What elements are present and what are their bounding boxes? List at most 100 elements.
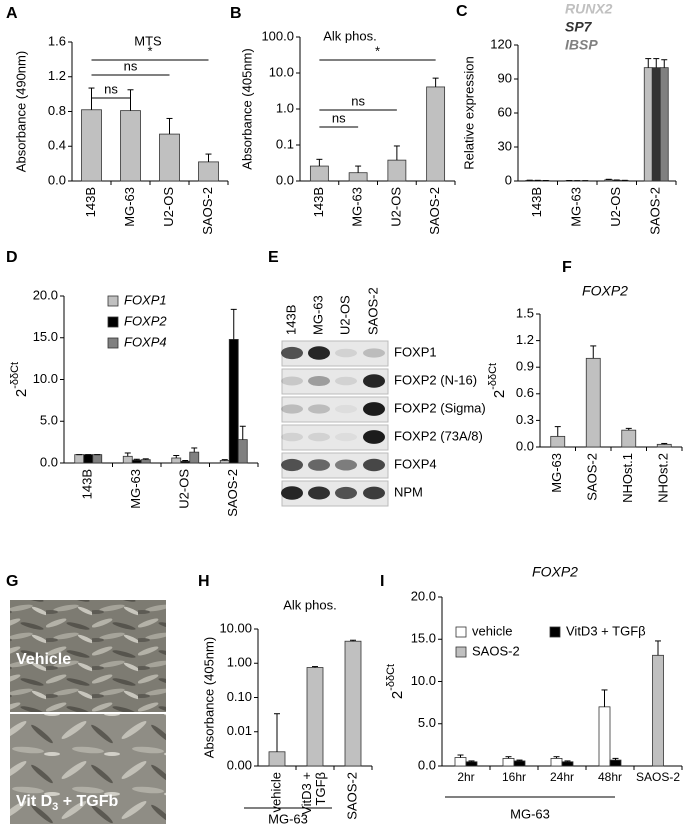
x-tick-label: SAOS-2	[636, 770, 680, 784]
group-label: MG-63	[510, 806, 550, 821]
y-tick-label: 90	[498, 70, 512, 85]
y-tick-label: 1.2	[48, 68, 66, 83]
bar	[92, 454, 103, 464]
y-tick-label: 0.0	[276, 172, 294, 187]
panel-labels: A B C D E F G H I	[6, 3, 572, 590]
legend-label: SAOS-2	[472, 643, 520, 658]
x-tick-label: 24hr	[550, 770, 574, 784]
bar	[598, 706, 611, 767]
legend-label: FOXP4	[124, 334, 167, 349]
blot-band	[308, 375, 330, 387]
x-tick-label: 143B	[83, 187, 98, 217]
label-base: 2	[13, 389, 30, 397]
bar	[502, 757, 515, 767]
x-tick-label: 16hr	[502, 770, 526, 784]
y-tick-label: 1.2	[516, 332, 534, 347]
blot-band	[308, 432, 330, 442]
x-tick-label: U2-OS	[177, 469, 192, 509]
x-tick-label: VitD3 + TGFβ	[299, 772, 328, 815]
x-tick-label: MG-63	[122, 187, 137, 227]
bar	[604, 179, 614, 182]
chart-title: MTS	[134, 33, 162, 48]
panel-label: F	[562, 259, 572, 276]
y-tick-label: 10.0	[411, 673, 436, 688]
y-axis-label: Relative expression	[461, 56, 476, 169]
y-tick-label: 10.0	[33, 371, 58, 386]
y-tick-label: 0.0	[48, 172, 66, 187]
bar	[643, 67, 653, 182]
y-tick-label: 10.0	[269, 64, 294, 79]
y-tick-label: 100.0	[261, 28, 294, 43]
lane-label: U2-OS	[337, 295, 352, 335]
x-tick-label: MG-63	[569, 187, 584, 227]
bar	[122, 455, 133, 464]
bar	[656, 443, 672, 448]
x-tick-label: 2hr	[457, 770, 474, 784]
bar	[426, 86, 446, 182]
y-tick-label: 30	[498, 138, 512, 153]
panel-label: E	[268, 249, 279, 266]
bar	[306, 667, 324, 767]
x-tick-label: SAOS-2	[648, 187, 663, 235]
chart-title: Alk phos.	[283, 597, 336, 612]
chart: 0.0 0.1 1.0 10.0 100.0 Absorbance (405nm) Alk …	[239, 28, 456, 235]
bar	[131, 459, 142, 464]
bar	[659, 67, 669, 182]
bar	[180, 460, 191, 464]
bar	[344, 640, 362, 767]
blot-band	[363, 430, 385, 444]
y-tick-label: 0.0	[418, 757, 436, 772]
y-axis-label: Absorbance (490nm)	[13, 51, 28, 172]
x-tick-label: 48hr	[598, 770, 622, 784]
blot-band	[335, 348, 357, 358]
y-tick-label: 1.0	[276, 100, 294, 115]
label-superscript: -δδCt	[9, 362, 21, 389]
blot-band	[281, 458, 303, 472]
bar	[171, 457, 182, 464]
blot-band	[281, 404, 303, 414]
y-tick-label: 20.0	[33, 287, 58, 302]
y-tick-label: 0	[505, 172, 512, 187]
bar	[550, 757, 563, 767]
legend-swatch	[549, 626, 561, 638]
blot-band	[308, 486, 330, 500]
significance-label: ns	[351, 93, 365, 108]
chart-title: Alk phos.	[323, 28, 376, 43]
bar	[561, 761, 574, 767]
x-tick-label: SAOS-2	[225, 469, 240, 517]
bar	[621, 429, 637, 448]
significance-label: *	[375, 43, 380, 58]
y-tick-label: 0.1	[276, 136, 294, 151]
bar	[140, 459, 151, 464]
blot-band	[281, 486, 303, 500]
chart-title: FOXP2	[532, 564, 578, 580]
row-label: NPM	[394, 484, 423, 499]
bar	[387, 159, 407, 182]
x-tick-label: MG-63	[549, 453, 564, 493]
panel-label: D	[6, 249, 18, 266]
bar	[120, 110, 141, 182]
row-label: FOXP1	[394, 344, 437, 359]
panel-label: I	[380, 573, 384, 590]
label-line: VitD3 +	[299, 772, 314, 815]
bar	[237, 439, 248, 464]
lane-label: MG-63	[310, 295, 325, 335]
panel-label: H	[198, 573, 210, 590]
y-axis-label: 2-δδCt	[9, 362, 30, 397]
row-label: FOXP2 (73A/8)	[394, 428, 483, 443]
y-axis-label: 2-δδCt	[487, 363, 508, 398]
bar	[513, 760, 526, 767]
y-tick-label: 0.3	[516, 412, 534, 427]
y-tick-label: 0.0	[40, 454, 58, 469]
bar	[651, 67, 661, 182]
bar	[309, 165, 329, 182]
label-base: 2	[389, 691, 406, 699]
legend-label: FOXP1	[124, 292, 167, 307]
y-tick-label: 0.01	[227, 723, 252, 738]
y-tick-label: 0.0	[516, 438, 534, 453]
y-tick-label: 60	[498, 104, 512, 119]
y-tick-label: 0.9	[516, 359, 534, 374]
chart: 0.0 0.4 0.8 1.2 1.6 Absorbance (490nm) MTS 143B…	[13, 33, 229, 235]
micrograph-label: Vehicle	[16, 651, 71, 668]
